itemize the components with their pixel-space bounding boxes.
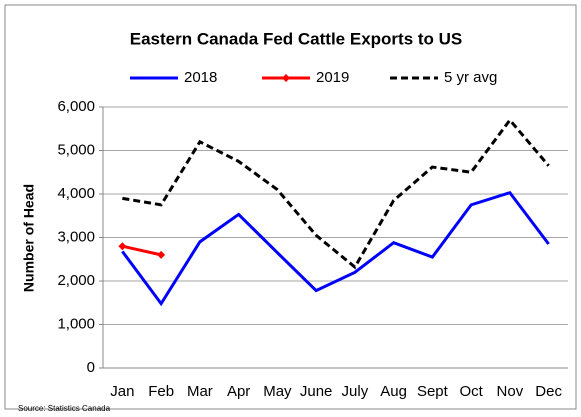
source-note: Source: Statistics Canada bbox=[18, 404, 111, 413]
series-line bbox=[122, 117, 550, 270]
x-tick-label: Oct bbox=[459, 383, 483, 400]
x-tick-label: Feb bbox=[148, 383, 174, 400]
y-tick-label: 5,000 bbox=[57, 141, 95, 158]
x-tick-label: June bbox=[300, 383, 333, 400]
series-line bbox=[121, 190, 550, 307]
legend-label: 5 yr avg bbox=[444, 69, 497, 86]
x-tick-label: Jan bbox=[110, 383, 134, 400]
series-line bbox=[122, 244, 162, 257]
x-tick-label: Dec bbox=[535, 383, 562, 400]
y-tick-label: 4,000 bbox=[57, 185, 95, 202]
point-marker bbox=[157, 250, 166, 259]
x-tick-label: Mar bbox=[187, 383, 213, 400]
legend-label: 2018 bbox=[184, 69, 217, 86]
y-tick-label: 3,000 bbox=[57, 228, 95, 245]
y-tick-label: 2,000 bbox=[57, 272, 95, 289]
x-tick-label: Aug bbox=[380, 383, 407, 400]
y-tick-label: 0 bbox=[87, 359, 95, 376]
x-tick-label: July bbox=[342, 383, 369, 400]
x-tick-label: May bbox=[263, 383, 292, 400]
y-tick-label: 1,000 bbox=[57, 315, 95, 332]
point-marker bbox=[118, 242, 127, 251]
y-axis-title: Number of Head bbox=[21, 184, 37, 292]
legend-marker bbox=[282, 74, 290, 82]
y-tick-label: 6,000 bbox=[57, 98, 95, 115]
x-tick-label: Apr bbox=[227, 383, 250, 400]
legend-label: 2019 bbox=[316, 69, 349, 86]
x-tick-label: Sept bbox=[417, 383, 449, 400]
x-tick-label: Nov bbox=[497, 383, 524, 400]
chart-title: Eastern Canada Fed Cattle Exports to US bbox=[130, 29, 463, 48]
